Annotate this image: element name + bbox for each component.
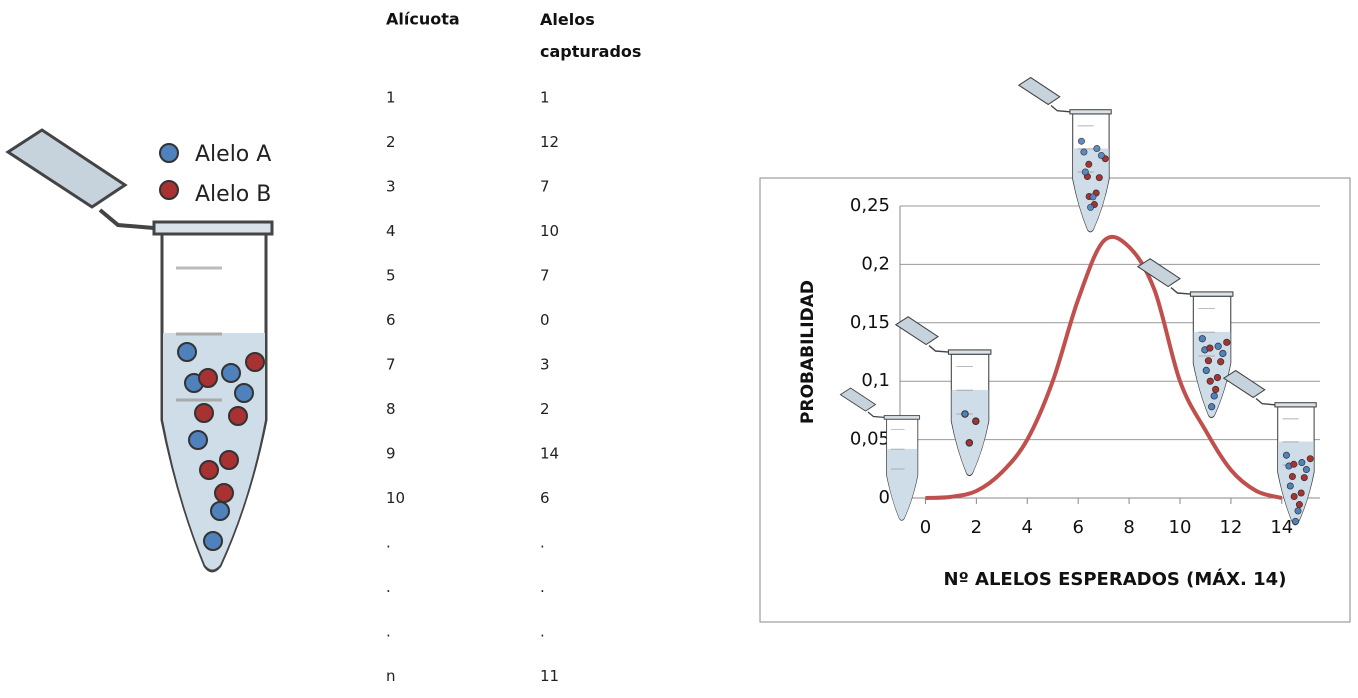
table-cell: 8	[386, 400, 396, 418]
y-tick-label: 0,05	[850, 429, 890, 450]
table-cell: 9	[386, 445, 396, 463]
x-tick-label: 6	[1072, 517, 1083, 538]
legend-swatch	[159, 180, 179, 200]
legend-label: Alelo B	[195, 182, 271, 207]
x-tick-label: 10	[1169, 517, 1192, 538]
table-cell: .	[540, 578, 545, 596]
table-cell: 10	[540, 222, 559, 240]
table-cell: 6	[386, 311, 396, 329]
table-cell: .	[386, 623, 391, 641]
table-cell: 2	[386, 133, 396, 151]
table-cell: .	[386, 534, 391, 552]
x-tick-label: 12	[1219, 517, 1242, 538]
table-cell: .	[386, 578, 391, 596]
legend-label: Alelo A	[195, 142, 271, 167]
table-cell: 5	[386, 267, 396, 285]
x-axis-title: Nº ALELOS ESPERADOS (MÁX. 14)	[944, 568, 1287, 590]
table-cell: 10	[386, 489, 405, 507]
chart: 0 0,05 0,1 0,15 0,2 0,25 0 2 4 6 8 10 12 14 Nº ALELOS …	[798, 195, 1320, 590]
table-header: Alelos capturados	[540, 10, 641, 61]
table-cell: 4	[386, 222, 396, 240]
table-cell: 14	[540, 445, 559, 463]
table-header: Alícuota	[386, 10, 460, 29]
table-cell: 11	[540, 667, 559, 685]
y-tick-label: 0,25	[850, 195, 890, 216]
y-tick-label: 0	[879, 487, 890, 508]
legend-swatch	[159, 143, 179, 163]
table-cell: 0	[540, 311, 550, 329]
table-cell: .	[540, 623, 545, 641]
table-cell: 3	[540, 356, 550, 374]
line-series	[925, 234, 1283, 500]
x-tick-label: 0	[920, 517, 931, 538]
table-cell: .	[540, 534, 545, 552]
x-tick-label: 8	[1123, 517, 1134, 538]
table-cell: 7	[386, 356, 396, 374]
x-tick-label: 2	[971, 517, 982, 538]
table-cell: 6	[540, 489, 550, 507]
table-cell: n	[386, 667, 396, 685]
x-tick-label: 4	[1022, 517, 1033, 538]
table-cell: 3	[386, 178, 396, 196]
y-tick-label: 0,2	[861, 253, 890, 274]
table-cell: 7	[540, 178, 550, 196]
y-tick-label: 0,1	[861, 370, 890, 391]
tube-icons	[839, 76, 1317, 526]
y-axis-title: PROBABILIDAD	[798, 280, 818, 424]
table-cell: 1	[540, 89, 550, 107]
table-cell: 7	[540, 267, 550, 285]
x-tick-label: 14	[1270, 517, 1293, 538]
table-cell: 2	[540, 400, 550, 418]
y-tick-label: 0,15	[850, 312, 890, 333]
table-cell: 12	[540, 133, 559, 151]
table-cell: 1	[386, 89, 396, 107]
